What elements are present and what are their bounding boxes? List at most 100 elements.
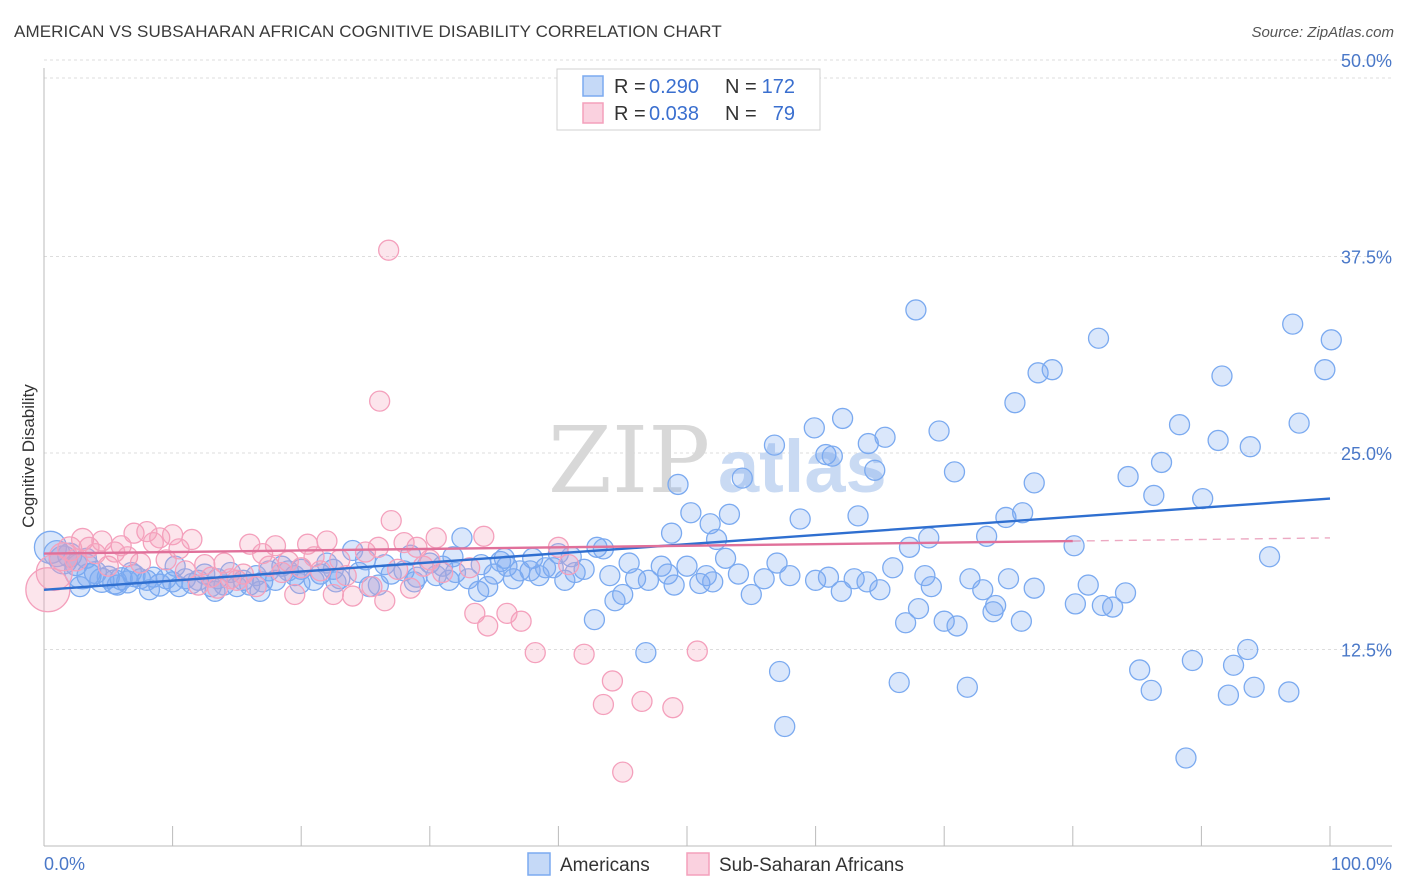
data-point — [573, 643, 595, 665]
data-point — [1243, 676, 1265, 698]
data-point — [316, 530, 338, 552]
data-point — [380, 509, 402, 532]
data-point — [444, 561, 467, 584]
data-point — [857, 432, 879, 455]
stats-legend-swatch-subsaharan — [582, 102, 604, 124]
data-point — [1143, 484, 1165, 507]
data-point — [1004, 392, 1026, 414]
trend-line — [43, 539, 1073, 555]
data-point — [592, 693, 615, 716]
data-point — [663, 574, 685, 596]
data-point — [110, 535, 132, 557]
series-legend: Americans Sub-Saharan Africans — [527, 852, 904, 876]
data-point — [468, 580, 490, 602]
data-point — [1027, 362, 1049, 384]
x-tick-label-max: 100.0% — [1331, 854, 1392, 874]
stats-legend-r-label: R = — [614, 103, 646, 125]
data-point — [1114, 582, 1137, 604]
data-point — [524, 641, 546, 664]
data-point — [425, 527, 447, 549]
data-point — [660, 522, 683, 544]
data-point — [718, 503, 741, 525]
data-point — [905, 299, 927, 321]
data-point — [361, 575, 383, 598]
data-point — [1010, 610, 1033, 632]
data-point — [657, 563, 679, 585]
data-point — [928, 420, 950, 442]
data-point — [695, 564, 717, 587]
data-point — [1140, 679, 1162, 702]
data-point — [714, 547, 737, 569]
stats-legend-r-value: 0.038 — [649, 103, 699, 125]
data-point — [847, 505, 869, 527]
source-label: Source: ZipAtlas.com — [1251, 24, 1394, 41]
data-point — [510, 610, 532, 632]
data-point — [601, 670, 624, 692]
data-point — [1207, 429, 1229, 452]
data-point — [943, 461, 966, 483]
data-point — [702, 571, 724, 593]
data-point — [367, 536, 390, 558]
data-point — [148, 573, 172, 597]
data-point — [768, 660, 791, 683]
y-tick-label: 50.0% — [1341, 51, 1392, 71]
series-legend-label-subsaharan: Sub-Saharan Africans — [719, 855, 904, 876]
data-point — [1041, 359, 1063, 381]
data-point — [1217, 684, 1240, 706]
data-point — [1211, 365, 1233, 387]
data-point — [335, 564, 357, 587]
data-point — [432, 561, 454, 584]
data-point — [914, 564, 936, 587]
data-point — [766, 552, 788, 574]
chart-title: AMERICAN VS SUBSAHARAN AFRICAN COGNITIVE… — [14, 22, 722, 41]
data-point — [386, 558, 409, 580]
data-point — [412, 555, 435, 577]
data-point — [1023, 472, 1045, 494]
data-point — [1064, 593, 1087, 615]
data-point — [284, 583, 306, 606]
stats-legend: R = 0.290 N = 172 R = 0.038 N = 79 — [556, 68, 821, 131]
data-point — [869, 579, 891, 601]
data-point — [1181, 649, 1204, 672]
data-point — [136, 520, 158, 543]
series-legend-swatch-subsaharan — [686, 852, 710, 876]
data-point — [245, 575, 267, 598]
data-point — [451, 527, 473, 549]
stats-legend-swatch-americans — [582, 75, 604, 97]
data-point — [888, 671, 910, 694]
y-tick-label: 25.0% — [1341, 444, 1392, 464]
data-point — [1288, 412, 1310, 434]
data-point — [997, 568, 1020, 590]
data-point — [667, 473, 689, 496]
data-point — [604, 590, 626, 612]
stats-legend-n-label: N = — [725, 103, 757, 125]
data-point — [898, 536, 921, 558]
data-point — [779, 564, 801, 587]
data-point — [459, 557, 481, 579]
data-point — [599, 564, 621, 587]
data-point — [843, 568, 865, 590]
data-point — [322, 583, 345, 606]
y-tick-label: 12.5% — [1341, 641, 1392, 661]
data-point — [149, 527, 171, 549]
data-point — [676, 555, 698, 577]
stats-legend-n-value: 172 — [762, 76, 795, 98]
data-point — [558, 553, 580, 576]
data-point — [97, 555, 119, 577]
data-point — [204, 580, 226, 602]
data-point — [680, 502, 702, 524]
data-point — [864, 459, 886, 481]
data-point — [907, 597, 930, 620]
x-tick-label-min: 0.0% — [44, 854, 85, 874]
data-point — [1239, 436, 1261, 458]
trend-line — [43, 497, 1331, 591]
data-point — [1314, 359, 1336, 381]
data-point — [289, 572, 311, 595]
data-point — [138, 579, 161, 601]
data-point — [1222, 654, 1245, 676]
stats-legend-r-value: 0.290 — [649, 76, 699, 98]
data-point — [882, 557, 904, 579]
data-point — [631, 690, 653, 713]
data-point — [789, 508, 811, 530]
data-point — [731, 467, 753, 489]
